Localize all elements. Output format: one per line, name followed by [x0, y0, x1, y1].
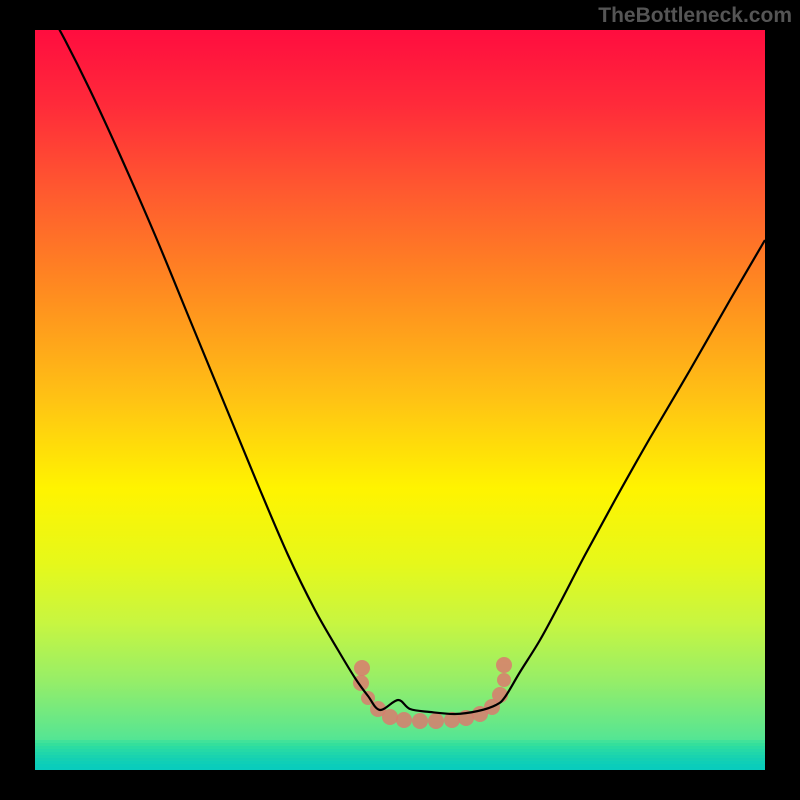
- band-stripe: [35, 764, 765, 767]
- band-stripe: [35, 746, 765, 749]
- cluster-marker: [396, 712, 412, 728]
- band-stripe: [35, 743, 765, 746]
- cluster-marker: [496, 657, 512, 673]
- bottom-bands: [35, 740, 765, 770]
- band-stripe: [35, 752, 765, 755]
- cluster-marker: [412, 713, 428, 729]
- cluster-marker: [354, 660, 370, 676]
- chart-svg: [0, 0, 800, 800]
- band-stripe: [35, 767, 765, 770]
- band-stripe: [35, 749, 765, 752]
- cluster-marker: [497, 673, 511, 687]
- chart-frame: TheBottleneck.com: [0, 0, 800, 800]
- watermark-text: TheBottleneck.com: [598, 4, 792, 28]
- cluster-marker: [428, 713, 444, 729]
- cluster-marker: [382, 709, 398, 725]
- band-stripe: [35, 740, 765, 743]
- band-stripe: [35, 758, 765, 761]
- plot-area: [35, 30, 765, 770]
- band-stripe: [35, 761, 765, 764]
- band-stripe: [35, 755, 765, 758]
